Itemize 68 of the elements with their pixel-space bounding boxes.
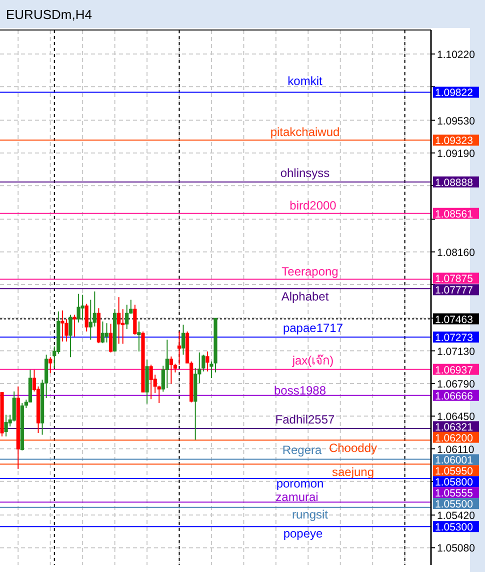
candlestick: [80, 294, 84, 320]
candlestick: [48, 356, 52, 374]
y-tick-label: 1.05080: [437, 542, 476, 555]
candlestick: [92, 290, 96, 328]
candlestick: [84, 303, 88, 332]
candlestick: [60, 310, 64, 342]
ref-line-label: zamurai: [276, 490, 318, 504]
text: 1.05950: [435, 466, 474, 478]
candlestick: [125, 304, 129, 330]
text: 1.05800: [435, 476, 474, 489]
text: 1.07875: [435, 273, 474, 286]
candlestick: [117, 296, 121, 344]
ref-line-label: rungsit: [292, 507, 329, 522]
y-tick-label: 1.08160: [437, 246, 476, 259]
y-tick-label: 1.09190: [437, 148, 476, 160]
text: 1.06321: [435, 422, 474, 434]
ref-line-label: ohlinsyss: [280, 166, 330, 180]
chart-title: EURUSDm,H4: [6, 7, 92, 22]
text: 1.06666: [435, 390, 474, 402]
ref-line-label: popeye: [283, 526, 324, 541]
ref-line-label: Chooddy: [328, 441, 378, 456]
text: 1.09822: [435, 87, 474, 100]
text: 1.05555: [435, 488, 474, 500]
text: 1.09323: [435, 135, 474, 148]
candlestick: [104, 322, 109, 343]
ref-line-label: Alphabet: [281, 290, 330, 304]
ref-line-label: Regera: [282, 443, 322, 458]
y-tick-label: 1.06790: [437, 378, 476, 390]
ref-line-label: bird2000: [290, 198, 337, 212]
text: 1.06001: [435, 454, 474, 467]
candlestick: [165, 339, 169, 389]
y-tick-label: 1.09530: [437, 115, 476, 128]
text: 1.08561: [435, 208, 474, 220]
ref-line-label: pitakchaiwud: [270, 125, 340, 140]
candlestick: [4, 414, 8, 437]
y-tick-label: 1.05420: [437, 510, 476, 522]
candlestick: [149, 364, 153, 400]
candlestick: [137, 321, 141, 352]
ref-line-label: papae1717: [282, 321, 344, 336]
candlestick: [12, 390, 16, 422]
candlestick: [177, 331, 182, 366]
candlestick: [206, 350, 210, 372]
ref-line-label: komkit: [288, 74, 323, 88]
text: 1.08888: [435, 176, 474, 189]
y-tick-label: 1.07130: [437, 346, 476, 358]
candlestick: [76, 293, 80, 323]
candlestick: [181, 324, 186, 356]
text: 1.06200: [435, 432, 474, 444]
ref-line-label: Teerapong: [282, 264, 338, 278]
candlestick: [169, 356, 173, 384]
ref-line-label: saejung: [332, 465, 374, 480]
y-tick-label: 1.06450: [437, 411, 476, 424]
ref-line-label: Fadhil2557: [275, 412, 336, 427]
candlestick: [100, 321, 105, 344]
candlestick: [72, 314, 76, 337]
text: 1.07273: [435, 332, 474, 344]
candlestick: [108, 323, 113, 353]
text: 1.06937: [435, 364, 474, 376]
ref-line-label: jax(เจ๊ก): [291, 353, 334, 368]
text: 1.05300: [435, 522, 474, 534]
text: 1.05500: [435, 498, 474, 511]
ref-line-label: boss1988: [274, 383, 326, 398]
ref-line-label: poromon: [276, 476, 324, 491]
text: 1.07777: [435, 284, 474, 297]
y-tick-label: 1.06110: [437, 444, 474, 456]
y-tick-label: 1.10220: [437, 49, 476, 62]
candlestick: [68, 314, 72, 358]
text: 1.07463: [435, 314, 474, 326]
